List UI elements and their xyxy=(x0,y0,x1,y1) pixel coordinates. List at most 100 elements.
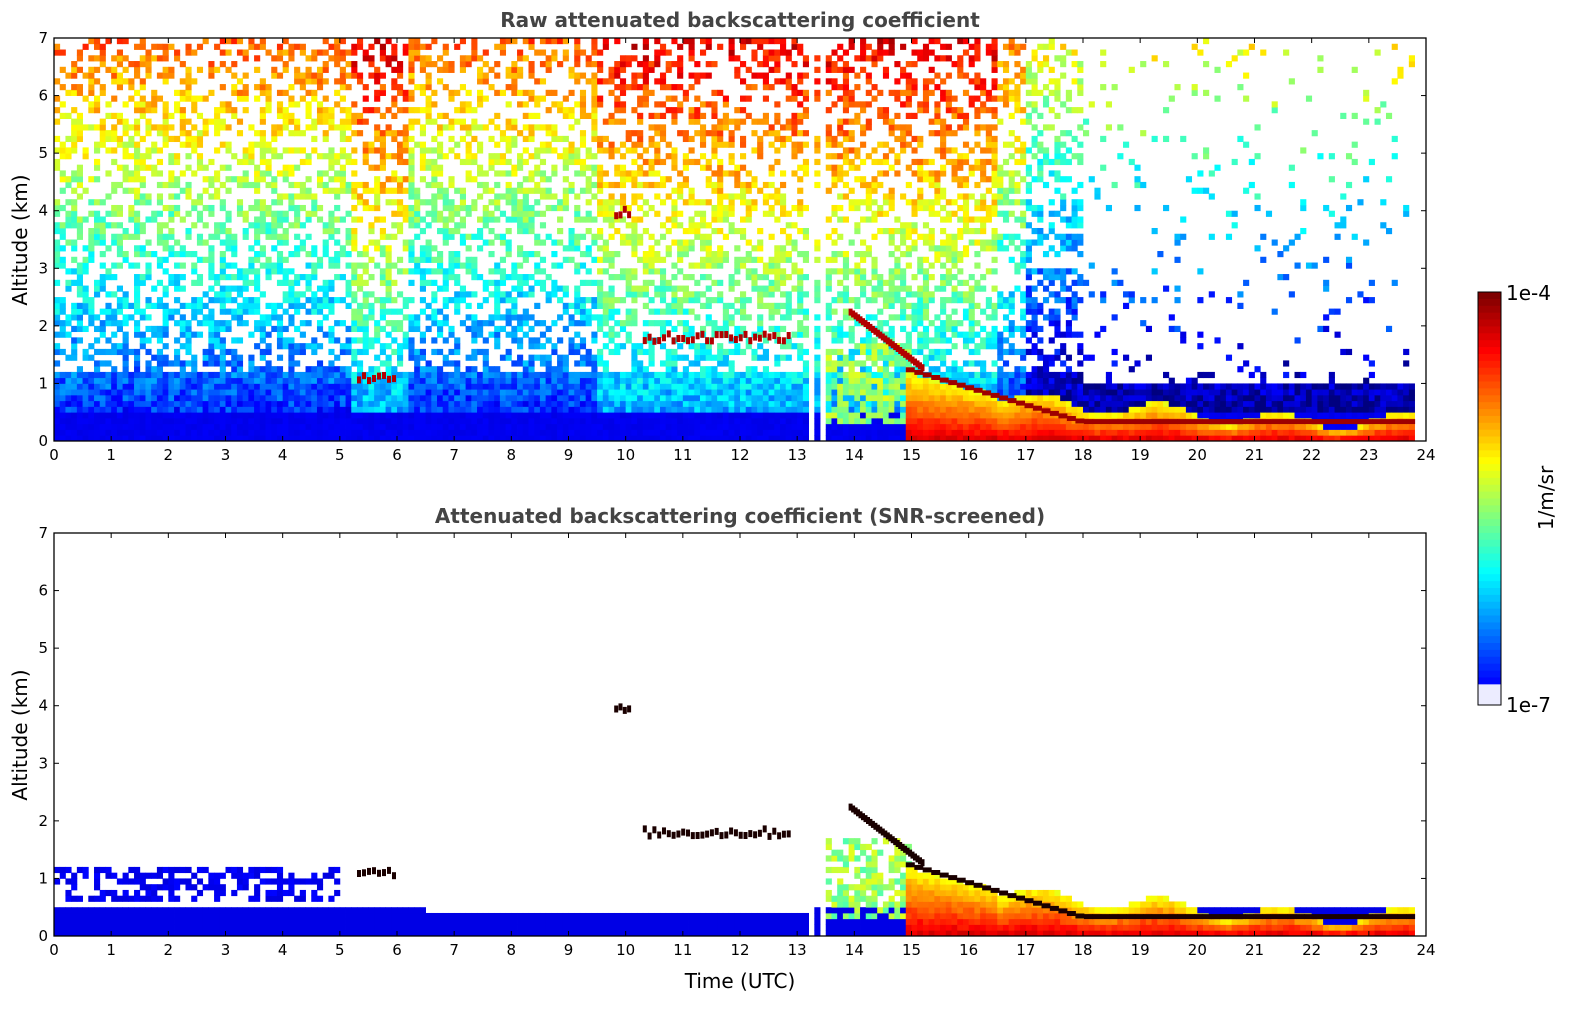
heatmap-cell xyxy=(585,348,592,356)
heatmap-cell xyxy=(362,181,369,189)
heatmap-cell xyxy=(722,348,729,356)
heatmap-cell xyxy=(717,141,724,148)
heatmap-cell xyxy=(579,187,587,194)
heatmap-cell xyxy=(642,199,649,206)
heatmap-cell xyxy=(76,394,83,402)
heatmap-cell xyxy=(597,204,604,212)
heatmap-cell xyxy=(602,239,609,246)
heatmap-cell xyxy=(94,348,101,356)
heatmap-cell xyxy=(54,435,61,442)
heatmap-cell xyxy=(585,279,592,286)
heatmap-cell xyxy=(116,371,123,379)
heatmap-cell xyxy=(254,95,261,102)
heatmap-cell xyxy=(328,124,335,131)
heatmap-cell xyxy=(539,417,547,425)
heatmap-cell xyxy=(271,417,278,425)
heatmap-cell xyxy=(328,366,335,373)
heatmap-cell xyxy=(265,371,272,379)
heatmap-cell xyxy=(431,366,438,373)
heatmap-cell xyxy=(614,38,621,45)
heatmap-cell xyxy=(316,49,324,56)
heatmap-cell xyxy=(751,274,758,281)
heatmap-cell xyxy=(699,435,707,442)
heatmap-cell xyxy=(471,371,478,379)
heatmap-cell xyxy=(717,400,724,407)
heatmap-cell xyxy=(448,406,455,413)
heatmap-cell xyxy=(517,216,524,223)
heatmap-cell xyxy=(385,55,392,62)
heatmap-cell xyxy=(528,66,535,73)
heatmap-cell xyxy=(477,412,484,419)
heatmap-cell xyxy=(305,389,312,396)
heatmap-cell xyxy=(699,199,707,206)
heatmap-cell xyxy=(94,124,101,131)
heatmap-cell xyxy=(185,193,192,200)
heatmap-cell xyxy=(705,262,712,269)
heatmap-cell xyxy=(677,377,684,384)
heatmap-cell xyxy=(762,72,769,79)
heatmap-cell xyxy=(156,239,164,246)
heatmap-cell xyxy=(774,308,781,315)
heatmap-cell xyxy=(76,233,83,240)
heatmap-cell xyxy=(694,371,701,379)
heatmap-cell xyxy=(625,55,632,62)
heatmap-cell xyxy=(134,153,141,160)
heatmap-cell xyxy=(585,61,592,68)
heatmap-cell xyxy=(374,216,381,223)
heatmap-cell xyxy=(191,251,198,258)
heatmap-cell xyxy=(711,170,718,177)
heatmap-cell xyxy=(174,285,181,292)
heatmap-cell xyxy=(482,216,489,223)
heatmap-cell xyxy=(145,406,152,413)
heatmap-cell xyxy=(134,170,141,177)
heatmap-cell xyxy=(488,84,495,91)
heatmap-cell xyxy=(699,135,707,143)
heatmap-cell xyxy=(522,417,529,425)
heatmap-cell xyxy=(111,320,118,327)
heatmap-cell xyxy=(362,84,369,91)
heatmap-cell xyxy=(265,233,272,240)
heatmap-cell xyxy=(156,389,164,396)
heatmap-cell xyxy=(740,164,747,171)
heatmap-cell xyxy=(757,274,764,281)
heatmap-cell xyxy=(402,135,409,143)
heatmap-cell xyxy=(345,279,352,286)
heatmap-cell xyxy=(699,389,707,396)
heatmap-cell xyxy=(374,135,381,143)
heatmap-cell xyxy=(116,164,123,171)
heatmap-cell xyxy=(185,423,192,430)
heatmap-cell xyxy=(619,394,627,402)
heatmap-cell xyxy=(648,389,655,396)
heatmap-cell xyxy=(762,406,769,413)
heatmap-cell xyxy=(682,371,689,379)
heatmap-cell xyxy=(677,320,684,327)
heatmap-cell xyxy=(134,72,141,79)
heatmap-cell xyxy=(757,343,764,350)
heatmap-cell xyxy=(534,343,541,350)
heatmap-cell xyxy=(379,72,386,79)
heatmap-cell xyxy=(339,147,346,154)
heatmap-cell xyxy=(499,435,507,442)
heatmap-cell xyxy=(208,262,215,269)
heatmap-cell xyxy=(156,262,164,269)
heatmap-cell xyxy=(774,429,781,436)
heatmap-cell xyxy=(722,320,729,327)
heatmap-cell xyxy=(385,61,392,68)
heatmap-cell xyxy=(122,66,129,73)
heatmap-cell xyxy=(619,181,627,189)
heatmap-cell xyxy=(339,406,346,413)
heatmap-cell xyxy=(711,377,718,384)
heatmap-cell xyxy=(728,158,735,166)
heatmap-cell xyxy=(271,394,278,402)
heatmap-cell xyxy=(59,417,66,425)
heatmap-cell xyxy=(139,38,146,45)
heatmap-cell xyxy=(208,406,215,413)
heatmap-cell xyxy=(316,406,324,413)
heatmap-cell xyxy=(271,176,278,183)
heatmap-cell xyxy=(71,107,78,114)
heatmap-cell xyxy=(608,233,615,240)
heatmap-cell xyxy=(751,412,758,419)
heatmap-cell xyxy=(694,297,701,304)
heatmap-cell xyxy=(465,101,472,108)
heatmap-cell xyxy=(448,61,455,68)
